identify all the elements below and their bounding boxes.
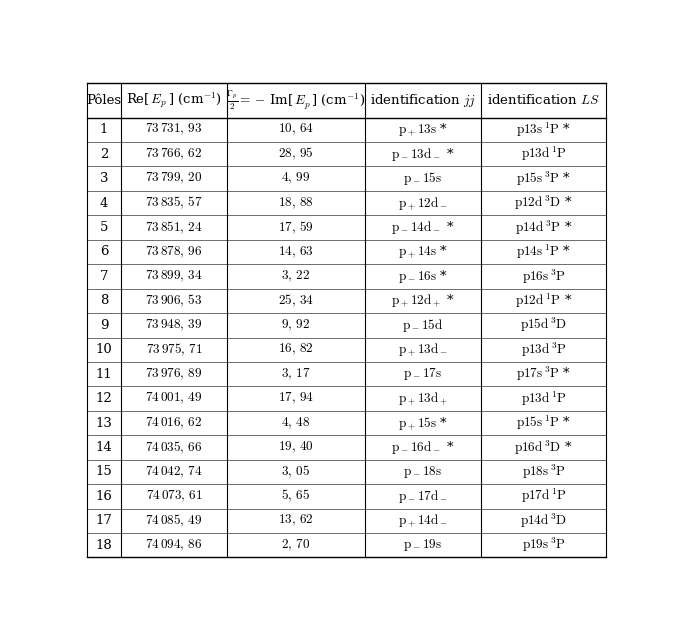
- Text: $5,\,65$: $5,\,65$: [281, 488, 310, 504]
- Text: $74\,073,\,61$: $74\,073,\,61$: [145, 489, 203, 504]
- Text: $74\,001,\,49$: $74\,001,\,49$: [145, 391, 203, 406]
- Text: $\mathrm{p}17\mathrm{s}\,{}^3\mathrm{P}$ *: $\mathrm{p}17\mathrm{s}\,{}^3\mathrm{P}$…: [516, 365, 571, 383]
- Text: $73\,948,\,39$: $73\,948,\,39$: [145, 318, 203, 333]
- Text: $73\,731,\,93$: $73\,731,\,93$: [145, 122, 203, 138]
- Text: $\mathrm{p}_-15\mathrm{s}$: $\mathrm{p}_-15\mathrm{s}$: [404, 170, 443, 187]
- Text: $13,\,62$: $13,\,62$: [278, 513, 314, 528]
- Text: $73\,835,\,57$: $73\,835,\,57$: [145, 195, 203, 211]
- Text: $3,\,17$: $3,\,17$: [281, 367, 310, 382]
- Text: $\mathrm{p}12\mathrm{d}\,{}^3\mathrm{D}$ *: $\mathrm{p}12\mathrm{d}\,{}^3\mathrm{D}$…: [514, 194, 573, 213]
- Text: $74\,016,\,62$: $74\,016,\,62$: [145, 415, 203, 431]
- Text: $19,\,40$: $19,\,40$: [278, 440, 314, 455]
- Text: $\mathrm{p}_+14\mathrm{s}$ *: $\mathrm{p}_+14\mathrm{s}$ *: [398, 243, 448, 260]
- Text: $\mathrm{p}12\mathrm{d}\,{}^1\mathrm{P}$ *: $\mathrm{p}12\mathrm{d}\,{}^1\mathrm{P}$…: [515, 292, 572, 310]
- Text: 3: 3: [100, 172, 108, 185]
- Text: $\frac{\Gamma_p}{2} = -\,$Im[$\,E_p\,$] (cm$^{-1}$): $\frac{\Gamma_p}{2} = -\,$Im[$\,E_p\,$] …: [226, 88, 366, 112]
- Text: $\mathrm{p}_+13\mathrm{d}_+$: $\mathrm{p}_+13\mathrm{d}_+$: [397, 390, 448, 407]
- Text: $9,\,92$: $9,\,92$: [281, 318, 310, 333]
- Text: 10: 10: [95, 343, 112, 356]
- Text: $\mathrm{p}16\mathrm{s}\,{}^3\mathrm{P}$: $\mathrm{p}16\mathrm{s}\,{}^3\mathrm{P}$: [522, 267, 565, 286]
- Text: $\mathrm{p}15\mathrm{s}\,{}^3\mathrm{P}$ *: $\mathrm{p}15\mathrm{s}\,{}^3\mathrm{P}$…: [516, 170, 571, 188]
- Text: 13: 13: [95, 416, 112, 430]
- Text: $\mathrm{p}_-16\mathrm{s}$ *: $\mathrm{p}_-16\mathrm{s}$ *: [398, 268, 448, 285]
- Text: $10,\,64$: $10,\,64$: [278, 122, 314, 138]
- Text: 18: 18: [95, 538, 112, 552]
- Text: Pôles: Pôles: [87, 94, 122, 107]
- Text: $73\,851,\,24$: $73\,851,\,24$: [145, 220, 203, 236]
- Text: $\mathrm{p}15\mathrm{d}\,{}^3\mathrm{D}$: $\mathrm{p}15\mathrm{d}\,{}^3\mathrm{D}$: [520, 316, 567, 335]
- Text: $\mathrm{p}_+15\mathrm{s}$ *: $\mathrm{p}_+15\mathrm{s}$ *: [398, 415, 448, 431]
- Text: $16,\,82$: $16,\,82$: [278, 342, 314, 357]
- Text: 17: 17: [95, 515, 112, 527]
- Text: 6: 6: [100, 245, 108, 259]
- Text: 8: 8: [100, 294, 108, 308]
- Text: 12: 12: [95, 392, 112, 405]
- Text: $28,\,95$: $28,\,95$: [278, 146, 314, 162]
- Text: $74\,094,\,86$: $74\,094,\,86$: [145, 538, 203, 553]
- Text: $\mathrm{p}_-17\mathrm{d}_-$: $\mathrm{p}_-17\mathrm{d}_-$: [397, 488, 448, 505]
- Text: $\mathrm{p}_-13\mathrm{d}_-$ *: $\mathrm{p}_-13\mathrm{d}_-$ *: [391, 146, 455, 163]
- Text: $18,\,88$: $18,\,88$: [278, 196, 314, 211]
- Text: Re[$\,E_p\,$] (cm$^{-1}$): Re[$\,E_p\,$] (cm$^{-1}$): [126, 91, 222, 110]
- Text: $74\,042,\,74$: $74\,042,\,74$: [145, 464, 203, 479]
- Text: 14: 14: [95, 441, 112, 454]
- Text: $25,\,34$: $25,\,34$: [278, 292, 314, 309]
- Text: $17,\,94$: $17,\,94$: [278, 391, 314, 406]
- Text: $2,\,70$: $2,\,70$: [281, 538, 310, 553]
- Text: $\mathrm{p}_-15\mathrm{d}$: $\mathrm{p}_-15\mathrm{d}$: [402, 317, 443, 334]
- Text: $\mathrm{p}_-14\mathrm{d}_-$ *: $\mathrm{p}_-14\mathrm{d}_-$ *: [391, 219, 455, 236]
- Text: identification $jj$: identification $jj$: [370, 92, 476, 109]
- Text: 4: 4: [100, 197, 108, 209]
- Text: $73\,975,\,71$: $73\,975,\,71$: [145, 342, 203, 358]
- Text: $4,\,99$: $4,\,99$: [281, 171, 310, 186]
- Text: $\mathrm{p}18\mathrm{s}\,{}^3\mathrm{P}$: $\mathrm{p}18\mathrm{s}\,{}^3\mathrm{P}$: [522, 463, 565, 481]
- Text: $\mathrm{p}14\mathrm{s}\,{}^1\mathrm{P}$ *: $\mathrm{p}14\mathrm{s}\,{}^1\mathrm{P}$…: [516, 243, 571, 261]
- Text: $\mathrm{p}_-18\mathrm{s}$: $\mathrm{p}_-18\mathrm{s}$: [404, 464, 443, 480]
- Text: 9: 9: [100, 319, 108, 331]
- Text: $\mathrm{p}_+14\mathrm{d}_-$: $\mathrm{p}_+14\mathrm{d}_-$: [397, 512, 448, 529]
- Text: $3,\,05$: $3,\,05$: [281, 464, 310, 480]
- Text: $\mathrm{p}_+12\mathrm{d}_-$: $\mathrm{p}_+12\mathrm{d}_-$: [397, 194, 448, 211]
- Text: $\mathrm{p}_-16\mathrm{d}_-$ *: $\mathrm{p}_-16\mathrm{d}_-$ *: [391, 439, 455, 456]
- Text: 1: 1: [100, 123, 108, 136]
- Text: $\mathrm{p}15\mathrm{s}\,{}^1\mathrm{P}$ *: $\mathrm{p}15\mathrm{s}\,{}^1\mathrm{P}$…: [516, 414, 571, 432]
- Text: $73\,976,\,89$: $73\,976,\,89$: [145, 367, 203, 382]
- Text: $74\,085,\,49$: $74\,085,\,49$: [145, 513, 203, 529]
- Text: $\mathrm{p}16\mathrm{d}\,{}^3\mathrm{D}$ *: $\mathrm{p}16\mathrm{d}\,{}^3\mathrm{D}$…: [514, 438, 573, 457]
- Text: $\mathrm{p}13\mathrm{s}\,{}^1\mathrm{P}$ *: $\mathrm{p}13\mathrm{s}\,{}^1\mathrm{P}$…: [516, 121, 571, 139]
- Text: 5: 5: [100, 221, 108, 234]
- Text: $\mathrm{p}13\mathrm{d}\,{}^1\mathrm{P}$: $\mathrm{p}13\mathrm{d}\,{}^1\mathrm{P}$: [521, 389, 566, 408]
- Text: $\mathrm{p}14\mathrm{d}\,{}^3\mathrm{P}$ *: $\mathrm{p}14\mathrm{d}\,{}^3\mathrm{P}$…: [515, 218, 572, 237]
- Text: $\mathrm{p}14\mathrm{d}\,{}^3\mathrm{D}$: $\mathrm{p}14\mathrm{d}\,{}^3\mathrm{D}$: [520, 511, 567, 530]
- Text: $\mathrm{p}13\mathrm{d}\,{}^1\mathrm{P}$: $\mathrm{p}13\mathrm{d}\,{}^1\mathrm{P}$: [521, 145, 566, 164]
- Text: $\mathrm{p}_+12\mathrm{d}_+$ *: $\mathrm{p}_+12\mathrm{d}_+$ *: [391, 292, 455, 309]
- Text: 15: 15: [95, 465, 112, 479]
- Text: $73\,799,\,20$: $73\,799,\,20$: [145, 171, 203, 186]
- Text: $14,\,63$: $14,\,63$: [278, 244, 314, 260]
- Text: 2: 2: [100, 148, 108, 161]
- Text: $74\,035,\,66$: $74\,035,\,66$: [145, 439, 203, 455]
- Text: $\mathrm{p}_-19\mathrm{s}$: $\mathrm{p}_-19\mathrm{s}$: [404, 537, 443, 553]
- Text: identification $LS$: identification $LS$: [487, 93, 600, 107]
- Text: $3,\,22$: $3,\,22$: [281, 269, 310, 284]
- Text: $73\,878,\,96$: $73\,878,\,96$: [145, 244, 203, 260]
- Text: $\mathrm{p}17\mathrm{d}\,{}^1\mathrm{P}$: $\mathrm{p}17\mathrm{d}\,{}^1\mathrm{P}$: [521, 487, 566, 506]
- Text: $17,\,59$: $17,\,59$: [278, 220, 314, 236]
- Text: 7: 7: [100, 270, 108, 283]
- Text: $\mathrm{p}13\mathrm{d}\,{}^3\mathrm{P}$: $\mathrm{p}13\mathrm{d}\,{}^3\mathrm{P}$: [521, 340, 566, 359]
- Text: $\mathrm{p}_+13\mathrm{s}$ *: $\mathrm{p}_+13\mathrm{s}$ *: [398, 121, 448, 138]
- Text: $73\,899,\,34$: $73\,899,\,34$: [145, 269, 203, 284]
- Text: 16: 16: [95, 490, 112, 503]
- Text: $\mathrm{p}19\mathrm{s}\,{}^3\mathrm{P}$: $\mathrm{p}19\mathrm{s}\,{}^3\mathrm{P}$: [522, 536, 565, 554]
- Text: $73\,766,\,62$: $73\,766,\,62$: [145, 147, 203, 162]
- Text: $\mathrm{p}_-17\mathrm{s}$: $\mathrm{p}_-17\mathrm{s}$: [404, 366, 443, 382]
- Text: $\mathrm{p}_+13\mathrm{d}_-$: $\mathrm{p}_+13\mathrm{d}_-$: [397, 341, 448, 359]
- Text: $4,\,48$: $4,\,48$: [281, 415, 310, 431]
- Text: 11: 11: [95, 367, 112, 381]
- Text: $73\,906,\,53$: $73\,906,\,53$: [145, 292, 203, 309]
